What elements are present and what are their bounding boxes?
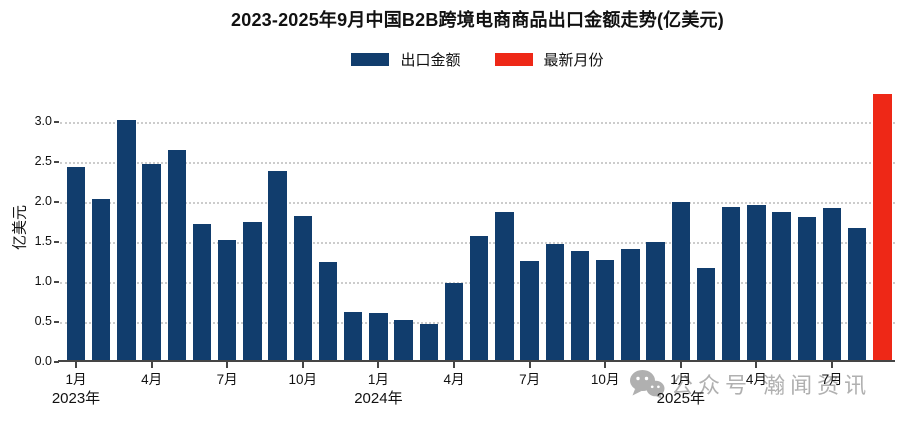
bar [369, 313, 388, 362]
bar [117, 120, 136, 362]
legend-item-export: 出口金额 [351, 49, 461, 70]
bar [646, 241, 665, 362]
bar [318, 261, 338, 362]
bar [696, 268, 716, 362]
x-tick-label: 4月 [443, 372, 465, 387]
bar [495, 212, 514, 362]
bar [570, 250, 590, 362]
bar [394, 319, 413, 362]
bar [167, 149, 187, 362]
y-tick-label: 3.0 [34, 113, 52, 128]
bar [747, 205, 766, 362]
y-axis-label: 亿美元 [11, 205, 29, 251]
y-tick-label: 0.5 [34, 313, 52, 328]
x-tick-label: 7月 [519, 372, 541, 387]
chart-title: 2023-2025年9月中国B2B跨境电商商品出口金额走势(亿美元) [231, 10, 724, 30]
x-tick-mark [604, 362, 607, 368]
gridline [60, 121, 895, 124]
x-tick-mark [453, 362, 455, 368]
bar [621, 249, 640, 362]
bar [721, 206, 741, 362]
x-tick-mark [226, 362, 229, 368]
x-year-label: 2024年 [354, 390, 403, 407]
y-tick-label: 0.0 [34, 354, 52, 368]
wechat-icon [630, 369, 665, 399]
bar [444, 282, 464, 362]
bar [847, 228, 867, 362]
x-tick-mark [150, 362, 153, 368]
gridline [60, 161, 895, 164]
x-tick-label: 7月 [216, 372, 238, 387]
x-tick-label: 1月 [367, 372, 389, 387]
bar [822, 207, 842, 362]
gridline [60, 201, 895, 204]
x-tick-label: 1月 [65, 372, 87, 387]
bar [469, 236, 489, 362]
legend-item-latest: 最新月份 [494, 49, 604, 70]
bar [772, 212, 791, 362]
bar [192, 224, 212, 362]
bar [545, 244, 565, 362]
legend-swatch-export-icon [351, 52, 390, 66]
bar [293, 215, 313, 362]
watermark-text: 公众号 瀚闻资讯 [671, 373, 872, 398]
bar [142, 164, 161, 362]
bar [671, 201, 691, 362]
bar [91, 198, 111, 362]
x-axis-line [58, 360, 895, 362]
legend: 出口金额 最新月份 [60, 49, 895, 69]
y-tick-mark [54, 320, 59, 323]
watermark: 公众号 瀚闻资讯 [629, 368, 871, 400]
y-tick-mark [54, 160, 59, 163]
bar [797, 217, 817, 362]
bar-latest-month [873, 93, 892, 362]
legend-label-export: 出口金额 [400, 51, 461, 69]
bar [268, 171, 287, 362]
bar [419, 323, 439, 362]
bar [217, 240, 237, 362]
legend-swatch-latest-icon [494, 52, 533, 66]
legend-label-latest: 最新月份 [543, 51, 604, 69]
x-year-label: 2023年 [51, 390, 101, 407]
y-tick-label: 1.0 [34, 273, 52, 288]
x-tick-label: 4月 [141, 372, 163, 387]
y-tick-label: 2.5 [34, 153, 52, 168]
x-tick-label: 10月 [288, 372, 318, 387]
plot-area [60, 93, 895, 362]
bar [595, 260, 615, 362]
y-tick-mark [54, 120, 59, 123]
y-tick-mark [54, 280, 59, 283]
x-tick-mark [301, 362, 304, 368]
x-tick-label: 10月 [590, 372, 620, 387]
y-tick-mark [54, 200, 59, 203]
bar [343, 312, 363, 362]
bar [243, 221, 262, 362]
x-tick-mark [528, 362, 531, 368]
bar [520, 261, 539, 362]
x-tick-mark [75, 362, 77, 368]
x-tick-mark [377, 362, 380, 368]
y-tick-mark [54, 240, 59, 243]
bar [66, 167, 86, 362]
